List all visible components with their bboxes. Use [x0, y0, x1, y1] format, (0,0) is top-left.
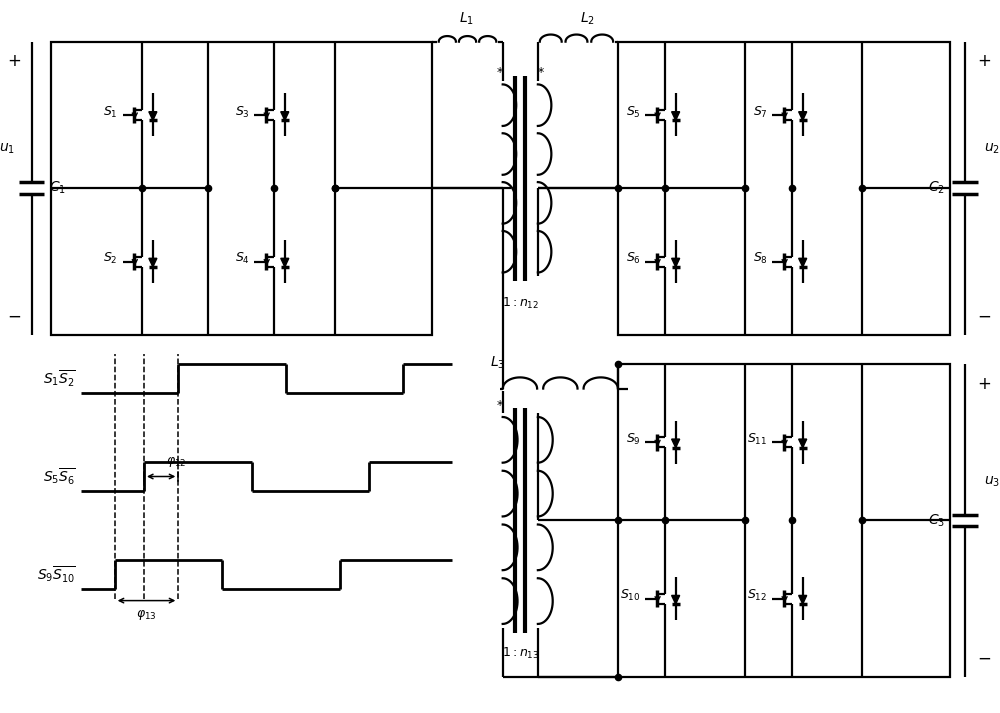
- Text: $-$: $-$: [977, 307, 992, 324]
- Text: $S_{2}$: $S_{2}$: [103, 251, 118, 266]
- Bar: [618, 41, 950, 335]
- Text: $C_1$: $C_1$: [49, 180, 66, 196]
- Text: $S_{5}$: $S_{5}$: [626, 105, 640, 120]
- Text: $S_{7}$: $S_{7}$: [753, 105, 768, 120]
- Text: $L_2$: $L_2$: [580, 11, 595, 27]
- Text: $C_3$: $C_3$: [928, 512, 945, 528]
- Text: $L_1$: $L_1$: [459, 11, 474, 27]
- Text: $+$: $+$: [977, 374, 992, 393]
- Text: $S_{8}$: $S_{8}$: [753, 251, 768, 266]
- Text: $u_3$: $u_3$: [984, 474, 1000, 488]
- Text: $-$: $-$: [977, 648, 992, 666]
- Text: $\varphi_{12}$: $\varphi_{12}$: [166, 455, 186, 468]
- Polygon shape: [799, 258, 807, 267]
- Text: $1:n_{12}$: $1:n_{12}$: [502, 296, 539, 311]
- Text: $u_1$: $u_1$: [0, 142, 15, 156]
- Text: $1:n_{13}$: $1:n_{13}$: [502, 645, 539, 661]
- Text: $-$: $-$: [7, 307, 21, 324]
- Text: $+$: $+$: [7, 52, 21, 70]
- Text: $*$: $*$: [537, 64, 545, 78]
- Polygon shape: [149, 258, 157, 267]
- Polygon shape: [149, 112, 157, 120]
- Polygon shape: [281, 112, 289, 120]
- Polygon shape: [672, 595, 680, 604]
- Text: $S_{9}$: $S_{9}$: [626, 432, 640, 447]
- Text: $S_{10}$: $S_{10}$: [620, 588, 640, 603]
- Text: $S_{1}$: $S_{1}$: [103, 105, 118, 120]
- Text: $S_{6}$: $S_{6}$: [626, 251, 640, 266]
- Text: $C_2$: $C_2$: [928, 180, 945, 196]
- Text: $S_9\overline{S_{10}}$: $S_9\overline{S_{10}}$: [37, 564, 76, 585]
- Text: $S_{11}$: $S_{11}$: [747, 432, 768, 447]
- Text: $\varphi_{13}$: $\varphi_{13}$: [136, 608, 157, 622]
- Polygon shape: [799, 112, 807, 120]
- Text: $+$: $+$: [977, 52, 992, 70]
- Text: $S_1\overline{S_2}$: $S_1\overline{S_2}$: [43, 369, 76, 389]
- Polygon shape: [672, 439, 680, 448]
- Bar: [618, 364, 950, 677]
- Text: $L_3$: $L_3$: [490, 354, 505, 371]
- Text: $*$: $*$: [496, 64, 504, 78]
- Text: $S_{12}$: $S_{12}$: [747, 588, 768, 603]
- Text: $u_2$: $u_2$: [984, 142, 1000, 156]
- Text: $*$: $*$: [496, 396, 504, 410]
- Polygon shape: [799, 439, 807, 448]
- Polygon shape: [281, 258, 289, 267]
- Text: $S_5\overline{S_6}$: $S_5\overline{S_6}$: [43, 466, 76, 487]
- Polygon shape: [672, 258, 680, 267]
- Text: $S_{4}$: $S_{4}$: [235, 251, 250, 266]
- Bar: [51, 41, 432, 335]
- Polygon shape: [799, 595, 807, 604]
- Polygon shape: [672, 112, 680, 120]
- Text: $S_{3}$: $S_{3}$: [235, 105, 250, 120]
